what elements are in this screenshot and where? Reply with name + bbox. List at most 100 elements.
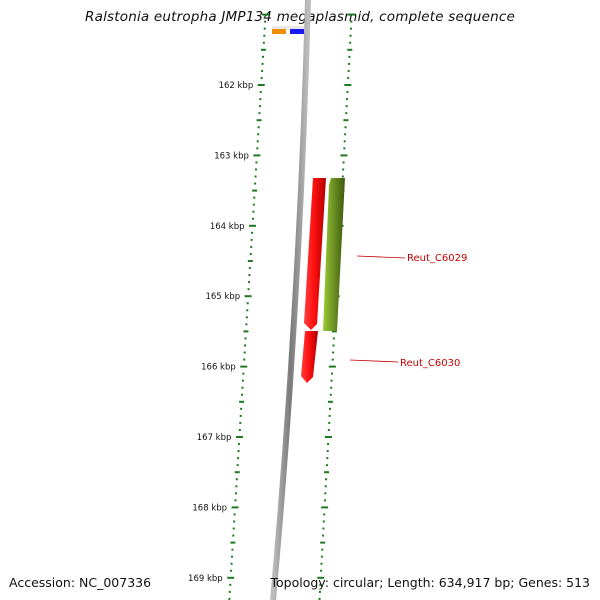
minor-tick bbox=[240, 407, 243, 410]
minor-tick bbox=[260, 76, 263, 79]
minor-tick bbox=[342, 161, 345, 164]
minor-tick bbox=[233, 513, 236, 516]
minor-tick bbox=[243, 330, 249, 333]
minor-tick bbox=[241, 393, 244, 396]
minor-tick bbox=[244, 344, 247, 347]
minor-tick bbox=[320, 562, 323, 565]
minor-tick bbox=[244, 337, 247, 340]
minor-tick bbox=[233, 520, 236, 523]
minor-tick bbox=[343, 147, 346, 150]
minor-tick bbox=[242, 372, 245, 375]
minor-tick bbox=[245, 316, 248, 319]
scale-label: 162 kbp bbox=[219, 81, 254, 91]
minor-tick bbox=[241, 386, 244, 389]
minor-tick bbox=[346, 91, 349, 94]
minor-tick bbox=[229, 583, 232, 586]
major-tick bbox=[253, 154, 261, 157]
minor-tick bbox=[323, 513, 326, 516]
minor-tick bbox=[346, 98, 349, 101]
minor-tick bbox=[238, 428, 241, 431]
scale-label: 168 kbp bbox=[192, 503, 227, 513]
minor-tick bbox=[259, 98, 262, 101]
minor-tick bbox=[250, 245, 253, 248]
minor-tick bbox=[251, 217, 254, 220]
minor-tick bbox=[234, 492, 237, 495]
minor-tick bbox=[256, 119, 262, 122]
blue-feature[interactable] bbox=[290, 29, 304, 34]
scale-label: 166 kbp bbox=[201, 363, 236, 373]
minor-tick bbox=[249, 252, 252, 255]
gene-reut-c6029[interactable] bbox=[304, 178, 326, 330]
major-tick bbox=[244, 295, 252, 298]
gene-reut-c6030[interactable] bbox=[301, 331, 318, 383]
minor-tick bbox=[256, 140, 259, 143]
leader-line-reut-c6030 bbox=[349, 359, 399, 363]
minor-tick bbox=[259, 91, 262, 94]
minor-tick bbox=[347, 76, 350, 79]
minor-tick bbox=[347, 62, 350, 65]
minor-tick bbox=[232, 534, 235, 537]
feature-shadow bbox=[272, 26, 304, 29]
major-tick bbox=[249, 224, 257, 227]
major-tick bbox=[262, 13, 270, 16]
gene-label-reut-c6030[interactable]: Reut_C6030 bbox=[400, 358, 460, 369]
minor-tick bbox=[246, 309, 249, 312]
minor-tick bbox=[322, 527, 325, 530]
scale-label: 165 kbp bbox=[205, 292, 240, 302]
minor-tick bbox=[234, 471, 240, 474]
minor-tick bbox=[253, 196, 256, 199]
major-tick bbox=[257, 84, 265, 86]
sequence-backbone bbox=[270, 0, 311, 600]
minor-tick bbox=[234, 499, 237, 502]
minor-tick bbox=[344, 133, 347, 136]
gene-label-reut-c6029[interactable]: Reut_C6029 bbox=[407, 253, 467, 264]
scale-label: 163 kbp bbox=[214, 151, 249, 161]
scale-label: 164 kbp bbox=[210, 222, 245, 232]
major-tick bbox=[340, 154, 348, 157]
minor-tick bbox=[232, 527, 235, 530]
minor-tick bbox=[261, 55, 264, 58]
minor-tick bbox=[261, 69, 264, 72]
minor-tick bbox=[322, 520, 325, 523]
minor-tick bbox=[329, 407, 332, 410]
major-tick bbox=[324, 436, 332, 438]
minor-tick bbox=[260, 48, 266, 51]
minor-tick bbox=[230, 541, 236, 544]
minor-tick bbox=[248, 267, 251, 270]
minor-tick bbox=[246, 302, 249, 305]
minor-tick bbox=[321, 548, 324, 551]
minor-tick bbox=[263, 27, 266, 30]
minor-tick bbox=[327, 400, 333, 403]
minor-tick bbox=[349, 34, 352, 37]
major-tick bbox=[227, 576, 235, 579]
minor-tick bbox=[330, 379, 333, 382]
minor-tick bbox=[248, 281, 251, 284]
minor-tick bbox=[347, 48, 353, 51]
minor-tick bbox=[247, 288, 250, 291]
minor-tick bbox=[344, 126, 347, 129]
minor-tick bbox=[327, 443, 330, 446]
minor-tick bbox=[263, 34, 266, 37]
accession-text: Accession: NC_007336 bbox=[9, 575, 152, 590]
orange-feature[interactable] bbox=[272, 29, 286, 34]
minor-tick bbox=[237, 443, 240, 446]
topology-text: Topology: circular; Length: 634,917 bp; … bbox=[270, 575, 591, 590]
minor-tick bbox=[252, 210, 255, 213]
minor-tick bbox=[254, 175, 257, 178]
minor-tick bbox=[248, 274, 251, 277]
minor-tick bbox=[345, 105, 348, 108]
minor-tick bbox=[264, 20, 267, 23]
leader-line-reut-c6029 bbox=[356, 255, 406, 259]
minor-tick bbox=[322, 534, 325, 537]
minor-tick bbox=[327, 428, 330, 431]
minor-tick bbox=[343, 140, 346, 143]
minor-tick bbox=[256, 147, 259, 150]
gene-reut-c6029-forward[interactable] bbox=[323, 178, 345, 331]
minor-tick bbox=[254, 168, 257, 171]
minor-tick bbox=[257, 133, 260, 136]
minor-tick bbox=[324, 485, 327, 488]
major-tick bbox=[317, 576, 325, 579]
minor-tick bbox=[247, 260, 253, 262]
minor-tick bbox=[345, 112, 348, 115]
